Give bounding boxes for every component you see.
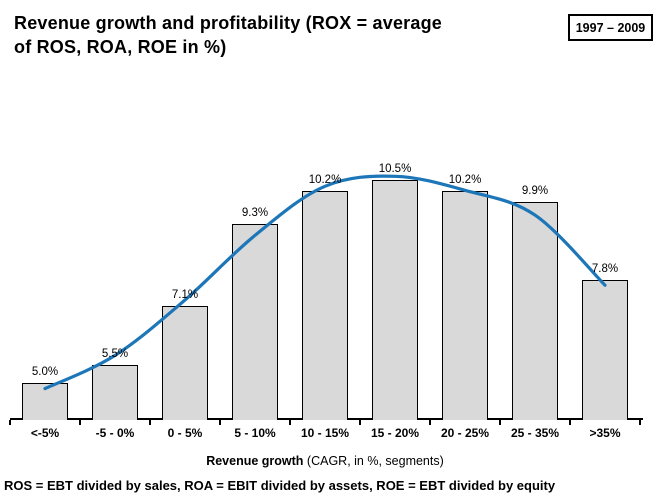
bar-5 <box>302 191 348 420</box>
x-tick-label: 20 - 25% <box>440 426 490 440</box>
x-axis-title: Revenue growth (CAGR, in %, segments) <box>10 454 640 468</box>
bar-value-label: 7.1% <box>171 289 199 301</box>
page-title-line1: Revenue growth and profitability (ROX = … <box>14 13 442 33</box>
bar-1 <box>22 383 68 420</box>
x-axis-tick <box>149 420 151 425</box>
bar-2 <box>92 365 138 420</box>
page-title: Revenue growth and profitability (ROX = … <box>14 11 442 59</box>
x-tick-label: 10 - 15% <box>300 426 350 440</box>
x-tick-label: >35% <box>589 426 621 440</box>
x-axis-tick <box>219 420 221 425</box>
x-axis-tick-labels: <-5% -5 - 0% 0 - 5% 5 - 10% 10 - 15% 15 - 20%… <box>10 426 640 440</box>
x-tick-label: 5 - 10% <box>234 426 276 440</box>
bar-6 <box>372 180 418 420</box>
metric-definitions: ROS = EBT divided by sales, ROA = EBIT d… <box>4 478 556 493</box>
x-axis-tick <box>79 420 81 425</box>
bar-4 <box>232 224 278 420</box>
x-axis-tick <box>9 420 11 425</box>
bar-8 <box>512 202 558 420</box>
period-badge-label: 1997 – 2009 <box>575 20 646 35</box>
period-badge: 1997 – 2009 <box>568 14 653 41</box>
x-tick-label: -5 - 0% <box>95 426 135 440</box>
x-axis-tick <box>359 420 361 425</box>
x-axis-tick <box>499 420 501 425</box>
bar-3 <box>162 306 208 420</box>
x-axis-tick <box>429 420 431 425</box>
bar-value-label: 9.3% <box>241 207 269 219</box>
x-axis-tick <box>569 420 571 425</box>
bar-7 <box>442 191 488 420</box>
bar-value-label: 10.2% <box>308 174 342 186</box>
x-axis-title-rest: (CAGR, in %, segments) <box>303 454 444 468</box>
x-tick-label: 25 - 35% <box>510 426 560 440</box>
x-tick-label: 0 - 5% <box>167 426 203 440</box>
page-title-line2: of ROS, ROA, ROE in %) <box>14 37 227 57</box>
bar-value-label: 5.5% <box>101 348 129 360</box>
bar-value-label: 7.8% <box>591 263 619 275</box>
bar-value-label: 10.5% <box>378 163 412 175</box>
bar-value-label: 9.9% <box>521 185 549 197</box>
bar-9 <box>582 280 628 420</box>
x-tick-label: 15 - 20% <box>370 426 420 440</box>
bar-chart: 5.0% 5.5% 7.1% 9.3% 10.2% 10.5% 10.2% 9.9% 7.8% <box>9 130 643 425</box>
x-axis-tick <box>639 420 641 425</box>
bar-value-label: 10.2% <box>448 174 482 186</box>
x-tick-label: <-5% <box>30 426 60 440</box>
bar-value-label: 5.0% <box>31 366 59 378</box>
x-axis-tick <box>289 420 291 425</box>
x-axis-title-bold: Revenue growth <box>206 454 304 468</box>
